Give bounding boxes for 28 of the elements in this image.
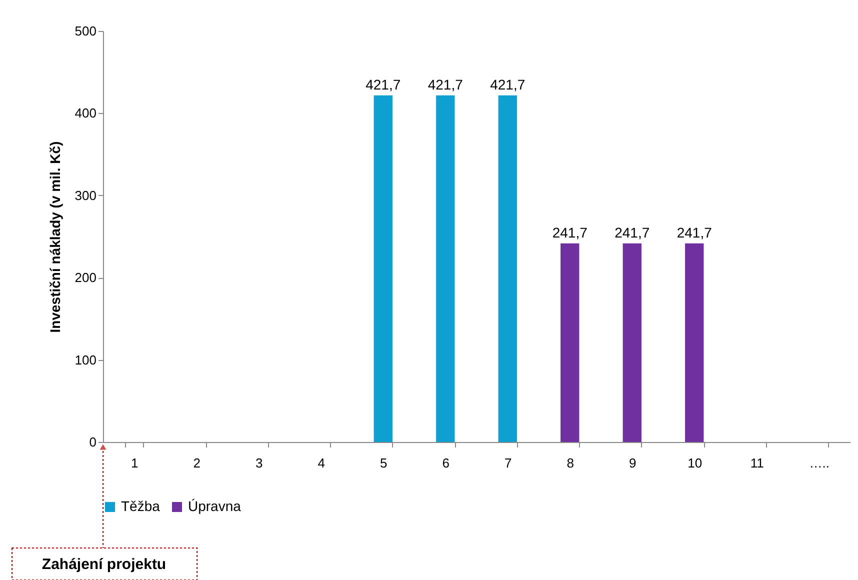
x-tick-label: 10: [688, 456, 702, 470]
data-label: 421,7: [490, 76, 526, 92]
x-tick-label: 3: [256, 456, 263, 470]
x-tick-label: 1: [131, 456, 138, 470]
y-tick-label: 200: [74, 270, 96, 286]
y-tick-label: 400: [74, 106, 96, 121]
y-tick-label: 100: [74, 352, 96, 368]
x-tick-label: 4: [318, 456, 325, 470]
y-axis-title: Investiční náklady (v mil. Kč): [46, 141, 63, 333]
data-label: 241,7: [676, 224, 712, 240]
legend-label: Úpravna: [188, 498, 242, 514]
x-tick-label: 11: [750, 456, 764, 470]
x-tick-label: 9: [629, 456, 636, 470]
y-tick-label: 300: [74, 188, 96, 203]
x-tick-label: …..: [809, 456, 830, 470]
data-label: 241,7: [614, 224, 650, 240]
x-tick-label: 2: [193, 456, 200, 470]
y-tick-label: 0: [89, 434, 96, 450]
data-label: 241,7: [552, 224, 588, 240]
legend-label: Těžba: [121, 498, 160, 514]
x-tick-label: 5: [380, 456, 388, 470]
x-tick-label: 7: [504, 456, 512, 470]
x-tick-label: 6: [442, 456, 450, 470]
y-tick-label: 500: [74, 24, 96, 38]
text: Zahájení projektu: [42, 556, 166, 573]
data-label: 421,7: [428, 76, 464, 92]
x-tick-label: 8: [566, 456, 574, 470]
data-label: 421,7: [366, 76, 401, 92]
